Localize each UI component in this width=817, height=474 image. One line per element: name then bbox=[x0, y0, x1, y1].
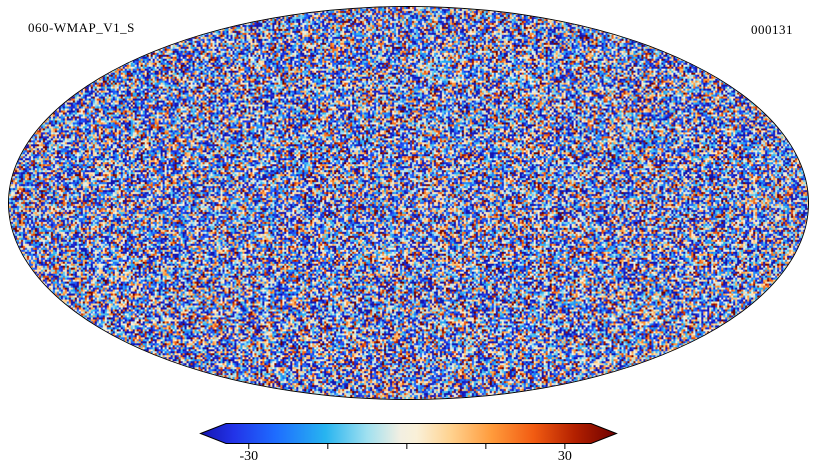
colorbar-max-label: 30 bbox=[558, 449, 572, 465]
map-title: 060-WMAP_V1_S bbox=[28, 20, 135, 36]
sky-map-canvas bbox=[9, 7, 808, 399]
colorbar-gradient bbox=[200, 423, 617, 450]
figure: 060-WMAP_V1_S 000131 -30 30 bbox=[0, 0, 817, 474]
sky-map bbox=[8, 6, 809, 400]
colorbar: -30 30 bbox=[200, 423, 617, 469]
colorbar-min-label: -30 bbox=[239, 449, 258, 465]
map-run-id: 000131 bbox=[751, 22, 793, 38]
